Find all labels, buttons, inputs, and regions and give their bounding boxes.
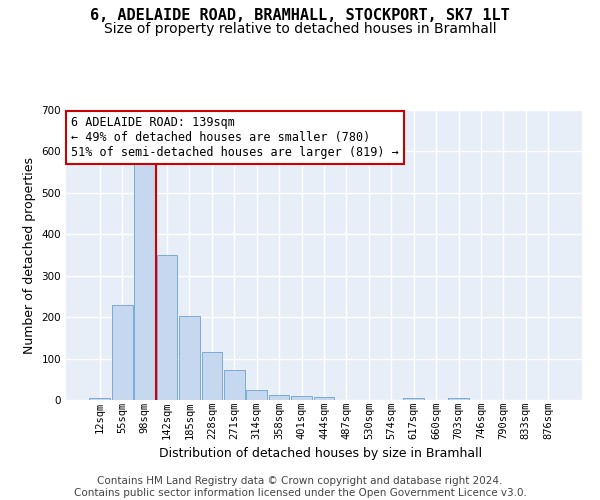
Bar: [112, 304, 133, 400]
Bar: [157, 255, 178, 400]
Bar: [134, 160, 155, 400]
Bar: [247, 390, 267, 400]
Text: Contains HM Land Registry data © Crown copyright and database right 2024.
Contai: Contains HM Land Registry data © Crown c…: [74, 476, 526, 498]
Bar: [448, 398, 469, 400]
Y-axis label: Number of detached properties: Number of detached properties: [23, 156, 36, 354]
Bar: [89, 398, 110, 400]
Text: 6 ADELAIDE ROAD: 139sqm
← 49% of detached houses are smaller (780)
51% of semi-d: 6 ADELAIDE ROAD: 139sqm ← 49% of detache…: [71, 116, 399, 159]
Bar: [269, 395, 289, 400]
Bar: [202, 352, 222, 400]
Bar: [224, 370, 245, 400]
Bar: [314, 397, 334, 400]
Text: Distribution of detached houses by size in Bramhall: Distribution of detached houses by size …: [160, 448, 482, 460]
Bar: [179, 316, 200, 400]
Text: Size of property relative to detached houses in Bramhall: Size of property relative to detached ho…: [104, 22, 496, 36]
Text: 6, ADELAIDE ROAD, BRAMHALL, STOCKPORT, SK7 1LT: 6, ADELAIDE ROAD, BRAMHALL, STOCKPORT, S…: [90, 8, 510, 22]
Bar: [403, 398, 424, 400]
Bar: [291, 396, 312, 400]
